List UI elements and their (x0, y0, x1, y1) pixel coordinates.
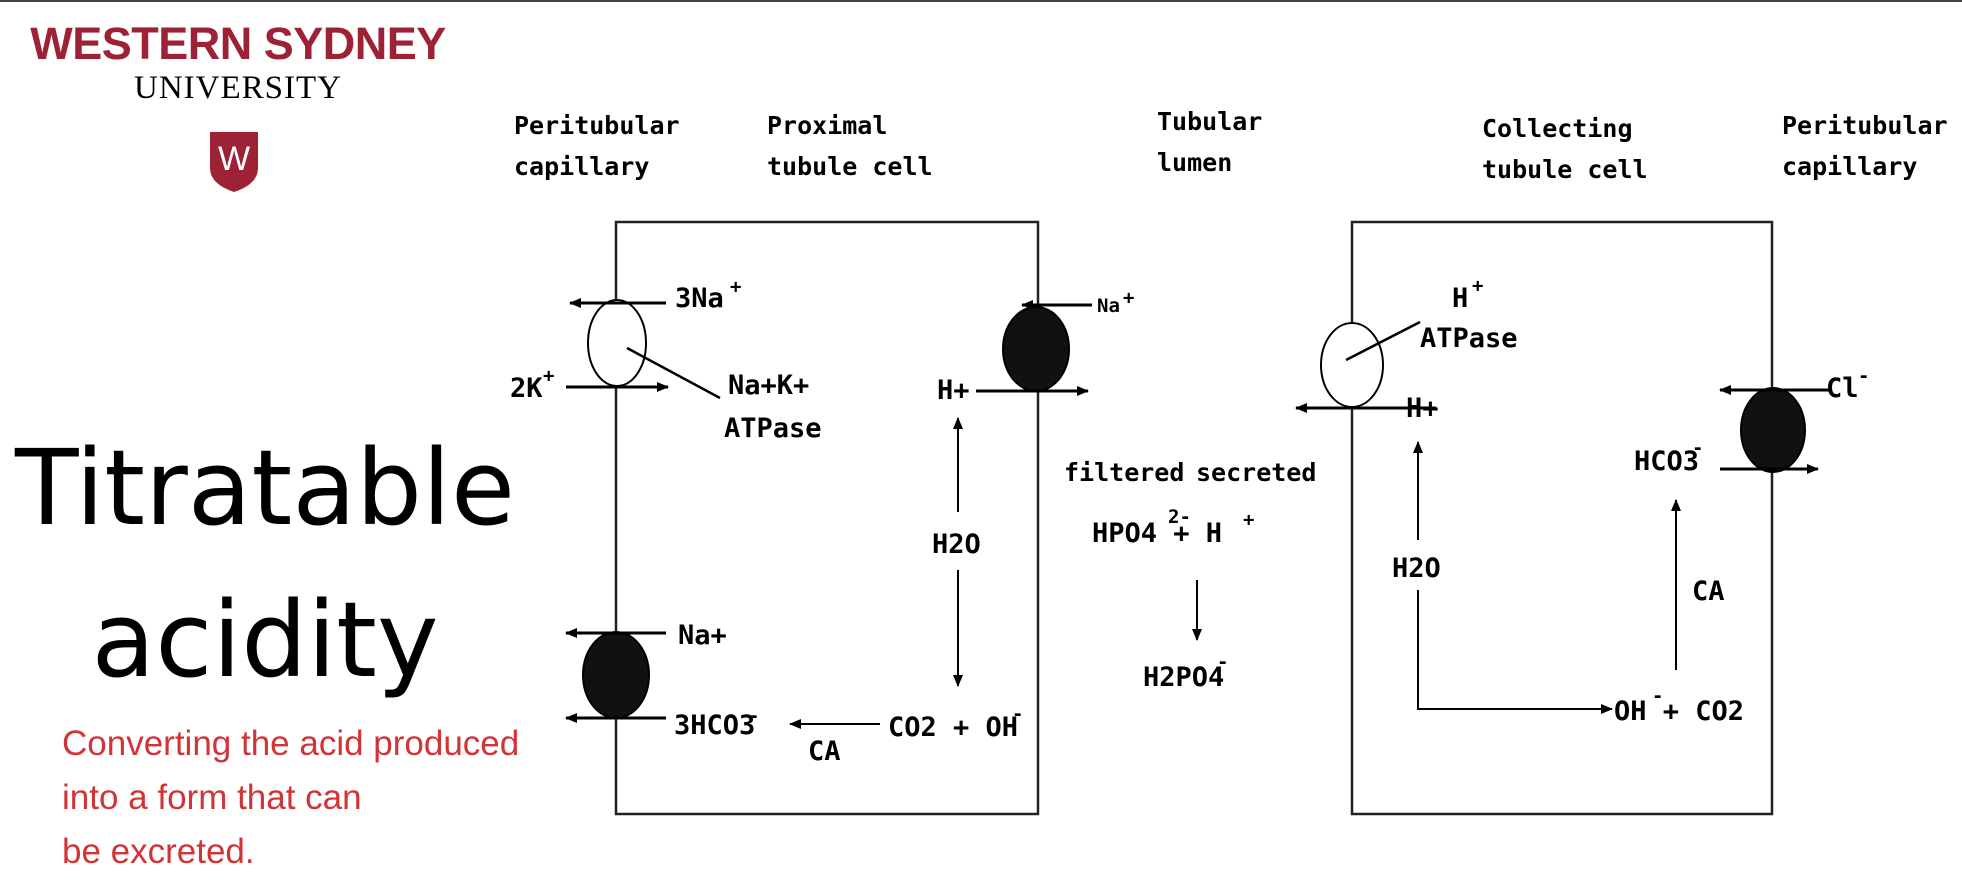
label-hpo4: HPO4 + H (1092, 518, 1222, 549)
label-3na: 3Na (675, 283, 724, 314)
svg-text:+: + (1472, 275, 1483, 297)
label-atpase-collecting: ATPase (1420, 323, 1518, 354)
label-apical-h: H+ (937, 375, 970, 406)
label-na-k: Na+K+ (728, 370, 809, 401)
university-logo: WESTERN SYDNEY UNIVERSITY W (18, 18, 458, 198)
na-k-atpase-pump (587, 299, 647, 387)
label-water-proximal: H2O (932, 529, 981, 560)
label-water-collecting: H2O (1392, 553, 1441, 584)
label-secreted: secreted (1196, 458, 1316, 487)
header-peritubular-left-1: Peritubular (514, 111, 680, 140)
label-co2-oh: CO2 + OH (888, 712, 1018, 743)
svg-text:+: + (543, 365, 554, 387)
svg-text:-: - (1692, 437, 1703, 459)
label-collecting-h: H+ (1406, 393, 1439, 424)
na-hco3-cotransporter (582, 631, 650, 719)
cl-hco3-exchanger (1740, 387, 1806, 473)
title-line-2: acidity (91, 579, 439, 701)
label-2k: 2K (510, 373, 543, 404)
svg-text:+: + (1123, 287, 1134, 309)
label-cl: Cl (1826, 373, 1859, 404)
label-ca-collecting: CA (1692, 576, 1725, 607)
label-ca-proximal: CA (808, 736, 841, 767)
slide-title: Titratable acidity (0, 412, 530, 716)
label-3hco3: 3HCO3 (674, 710, 755, 741)
subtitle-line-2: into a form that can (62, 778, 362, 817)
logo-western-sydney: WESTERN SYDNEY (30, 18, 446, 69)
header-collecting-2: tubule cell (1482, 155, 1648, 184)
svg-text:-: - (748, 705, 759, 727)
header-peritubular-right-2: capillary (1782, 152, 1917, 181)
slide-subtitle: Converting the acid produced into a form… (62, 717, 622, 879)
svg-text:+: + (1243, 509, 1254, 531)
svg-text:+: + (730, 276, 741, 298)
header-collecting-1: Collecting (1482, 114, 1633, 143)
proximal-cell-box (614, 220, 1040, 816)
shield-letter: W (218, 140, 250, 178)
svg-text:2-: 2- (1168, 506, 1191, 528)
h-atpase-pump (1320, 322, 1384, 408)
subtitle-line-1: Converting the acid produced (62, 724, 520, 763)
header-proximal-2: tubule cell (767, 152, 933, 181)
header-lumen-1: Tubular (1157, 107, 1262, 136)
logo-university: UNIVERSITY (134, 70, 342, 106)
title-line-1: Titratable (15, 427, 515, 549)
top-border (0, 0, 1962, 2)
header-lumen-2: lumen (1157, 148, 1232, 177)
svg-text:-: - (1652, 685, 1663, 707)
label-oh-co2: OH + CO2 (1614, 696, 1744, 727)
label-h2po4: H2PO4 (1143, 662, 1224, 693)
label-atpase-proximal: ATPase (724, 413, 822, 444)
header-peritubular-left-2: capillary (514, 152, 649, 181)
label-basal-na: Na+ (678, 620, 727, 651)
label-filtered: filtered (1064, 458, 1184, 487)
na-h-exchanger (1002, 306, 1070, 392)
svg-text:-: - (1217, 651, 1228, 673)
shield-icon: W (210, 132, 258, 192)
label-h-pump: H (1452, 283, 1468, 314)
svg-text:-: - (1012, 703, 1023, 725)
header-peritubular-right-1: Peritubular (1782, 111, 1948, 140)
label-hco3-collecting: HCO3 (1634, 446, 1699, 477)
svg-text:-: - (1858, 365, 1869, 387)
label-apical-na: Na (1097, 295, 1120, 317)
header-proximal-1: Proximal (767, 111, 887, 140)
collecting-cell-box (1350, 220, 1774, 816)
subtitle-line-3: be excreted. (62, 832, 255, 871)
